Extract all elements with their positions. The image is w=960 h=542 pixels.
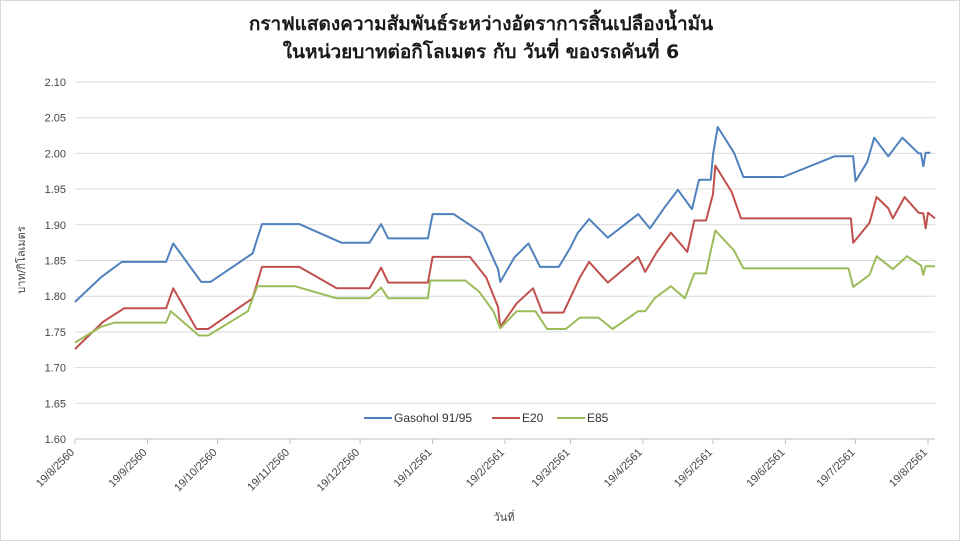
legend-label: E20 xyxy=(522,411,544,425)
legend-label: E85 xyxy=(587,411,609,425)
legend: Gasohol 91/95 E20 E85 xyxy=(364,411,609,425)
y-tick-label: 1.95 xyxy=(45,184,66,196)
x-tick-label: 19/9/2560 xyxy=(106,447,149,490)
x-tick-label: 19/1/2561 xyxy=(392,447,435,490)
y-tick-label: 1.80 xyxy=(45,291,66,303)
x-tick-label: 19/11/2560 xyxy=(245,447,292,494)
series-line-e20 xyxy=(74,164,936,350)
x-tick-label: 19/5/2561 xyxy=(672,447,715,490)
y-tick-label: 1.70 xyxy=(45,363,66,375)
x-tick-label: 19/4/2561 xyxy=(602,447,645,490)
y-tick-label: 2.00 xyxy=(45,148,66,160)
y-tick-label: 2.05 xyxy=(45,113,66,125)
y-tick-label: 1.90 xyxy=(45,220,66,232)
x-tick-label: 19/8/2561 xyxy=(887,447,930,490)
chart-title: กราฟแสดงความสัมพันธ์ระหว่างอัตราการสิ้นเ… xyxy=(248,13,714,35)
y-tick-label: 1.75 xyxy=(45,327,66,339)
x-tick-label: 19/6/2561 xyxy=(744,447,787,490)
axes xyxy=(74,438,935,444)
y-tick-label: 1.65 xyxy=(45,398,66,410)
gridlines xyxy=(75,81,935,404)
x-tick-label: 19/10/2560 xyxy=(172,447,219,494)
series-line-gasohol-91-95 xyxy=(74,126,931,303)
x-axis-label: วันที่ xyxy=(494,509,515,524)
y-tick-label: 2.10 xyxy=(45,77,66,89)
y-tick-label: 1.60 xyxy=(45,434,66,446)
tick-labels: 1.60 1.65 1.70 1.75 1.80 1.85 1.90 1.95 2.00 2.05… xyxy=(34,77,930,494)
legend-label: Gasohol 91/95 xyxy=(394,411,472,425)
chart-subtitle: ในหน่วยบาทต่อกิโลเมตร กับ วันที่ ของรถคั… xyxy=(282,41,680,63)
y-tick-label: 1.85 xyxy=(45,256,66,268)
x-tick-label: 19/2/2561 xyxy=(464,447,507,490)
x-tick-label: 19/7/2561 xyxy=(815,447,858,490)
x-tick-label: 19/8/2560 xyxy=(34,447,77,490)
x-tick-label: 19/12/2560 xyxy=(315,447,362,494)
x-tick-label: 19/3/2561 xyxy=(529,447,572,490)
series-line-e85 xyxy=(74,229,935,344)
series-lines xyxy=(74,126,936,350)
y-axis-label: บาท/กิโลเมตร xyxy=(14,226,28,294)
